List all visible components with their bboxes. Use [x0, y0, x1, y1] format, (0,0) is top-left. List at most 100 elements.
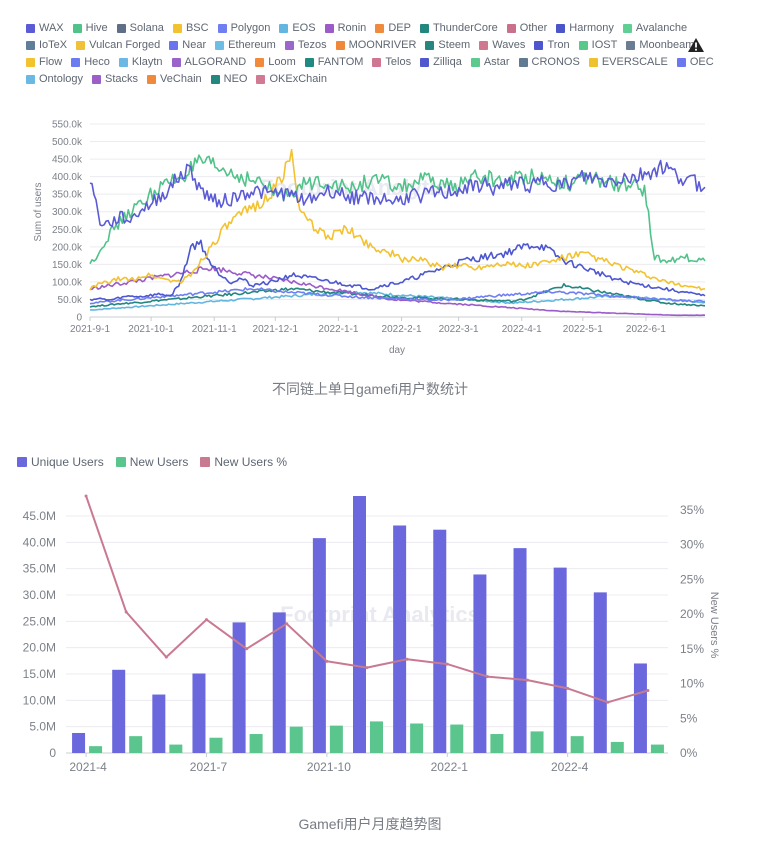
legend-item-hive[interactable]: Hive — [72, 21, 108, 35]
legend-item-wax[interactable]: WAX — [26, 21, 64, 35]
series-line-bsc[interactable] — [89, 148, 706, 291]
bar-new-users[interactable] — [610, 741, 624, 753]
legend-item-okexchain[interactable]: OKExChain — [256, 72, 327, 86]
bar-unique-users[interactable] — [72, 732, 86, 753]
bar-new-users[interactable] — [370, 721, 383, 753]
legend-item-ontology[interactable]: Ontology — [26, 72, 83, 86]
bar-new-users[interactable] — [490, 734, 504, 753]
legend-item-fantom[interactable]: FANTOM — [304, 55, 364, 69]
legend-item-heco[interactable]: Heco — [71, 55, 110, 69]
bar-unique-users[interactable] — [312, 538, 326, 753]
bar-new-users[interactable] — [530, 731, 544, 753]
bar-unique-users[interactable] — [393, 525, 407, 753]
legend-item-thundercore[interactable]: ThunderCore — [419, 21, 498, 35]
legend-label: FANTOM — [317, 56, 364, 68]
bar-unique-users[interactable] — [272, 612, 286, 753]
line-point[interactable] — [526, 678, 530, 682]
series-line-wax[interactable] — [89, 159, 706, 227]
bar-new-users[interactable] — [249, 734, 263, 753]
series-line-tron[interactable] — [89, 239, 706, 302]
legend-item-ethereum[interactable]: Ethereum — [215, 38, 276, 52]
legend-item-zilliqa[interactable]: Zilliqa — [420, 55, 462, 69]
legend-item-oec[interactable]: OEC — [676, 55, 714, 69]
legend-item-moonbeam[interactable]: Moonbeam — [626, 38, 694, 52]
bar-unique-users[interactable] — [192, 673, 206, 753]
line-point[interactable] — [566, 686, 570, 690]
series-line-polygon[interactable] — [89, 287, 705, 305]
bar-unique-users[interactable] — [353, 496, 366, 753]
bar-new-users[interactable] — [570, 736, 584, 753]
legend-item-telos[interactable]: Telos — [372, 55, 411, 69]
bar-unique-users[interactable] — [593, 592, 607, 753]
line-point[interactable] — [285, 622, 289, 626]
legend-item-waves[interactable]: Waves — [479, 38, 525, 52]
legend-item-polygon[interactable]: Polygon — [217, 21, 270, 35]
legend-item-ronin[interactable]: Ronin — [324, 21, 366, 35]
legend-item-dep[interactable]: DEP — [375, 21, 411, 35]
bar-new-users[interactable] — [89, 746, 103, 753]
legend-item-cronos[interactable]: CRONOS — [518, 55, 580, 69]
bar-new-users[interactable] — [650, 744, 664, 753]
legend-item-flow[interactable]: Flow — [26, 55, 62, 69]
bar-new-users[interactable] — [129, 736, 143, 753]
legend-item-new-users[interactable]: New Users % — [200, 455, 287, 469]
line-point[interactable] — [325, 659, 329, 663]
bar-unique-users[interactable] — [473, 574, 487, 753]
legend-item-tron[interactable]: Tron — [534, 38, 570, 52]
legend-item-new-users[interactable]: New Users — [115, 455, 188, 469]
bar-new-users[interactable] — [289, 726, 303, 753]
line-point[interactable] — [365, 666, 369, 670]
bar-unique-users[interactable] — [633, 663, 647, 753]
legend-item-vulcan-forged[interactable]: Vulcan Forged — [76, 38, 160, 52]
legend-item-harmony[interactable]: Harmony — [556, 21, 614, 35]
legend-item-near[interactable]: Near — [169, 38, 206, 52]
legend-item-eos[interactable]: EOS — [279, 21, 316, 35]
line-point[interactable] — [84, 494, 88, 498]
legend-item-iotex[interactable]: IoTeX — [26, 38, 67, 52]
line-point[interactable] — [124, 610, 128, 614]
series-line-hive[interactable] — [89, 154, 706, 265]
line-point[interactable] — [405, 657, 409, 661]
bar-unique-users[interactable] — [152, 694, 166, 753]
bar-new-users[interactable] — [209, 737, 223, 753]
line-point[interactable] — [164, 655, 168, 659]
legend-item-vechain[interactable]: VeChain — [147, 72, 202, 86]
line-point[interactable] — [485, 675, 489, 679]
chart2-watermark: Footprint Analytics — [280, 602, 480, 627]
series-line-thundercore[interactable] — [89, 283, 706, 308]
legend-item-algorand[interactable]: ALGORAND — [171, 55, 246, 69]
legend-item-neo[interactable]: NEO — [210, 72, 247, 86]
line-point[interactable] — [204, 618, 208, 622]
bar-unique-users[interactable] — [553, 567, 567, 753]
bar-unique-users[interactable] — [112, 669, 126, 753]
bar-unique-users[interactable] — [232, 622, 246, 753]
legend-item-klaytn[interactable]: Klaytn — [118, 55, 163, 69]
chart1-x-axis-label: day — [389, 345, 405, 356]
legend-item-bsc[interactable]: BSC — [172, 21, 209, 35]
bar-new-users[interactable] — [169, 744, 183, 753]
legend-item-everscale[interactable]: EVERSCALE — [588, 55, 668, 69]
line-point[interactable] — [445, 662, 449, 666]
warning-icon[interactable] — [687, 37, 705, 53]
bar-new-users[interactable] — [329, 725, 343, 753]
series-line-ronin[interactable] — [89, 265, 706, 317]
legend-item-astar[interactable]: Astar — [470, 55, 510, 69]
bar-unique-users[interactable] — [513, 548, 527, 753]
bar-new-users[interactable] — [450, 724, 464, 753]
line-point[interactable] — [606, 700, 610, 704]
bar-unique-users[interactable] — [433, 529, 447, 753]
legend-item-iost[interactable]: IOST — [578, 38, 617, 52]
legend-item-loom[interactable]: Loom — [255, 55, 296, 69]
legend-item-tezos[interactable]: Tezos — [284, 38, 327, 52]
legend-item-unique-users[interactable]: Unique Users — [17, 455, 104, 469]
legend-item-avalanche[interactable]: Avalanche — [622, 21, 687, 35]
legend-item-steem[interactable]: Steem — [425, 38, 470, 52]
bar-new-users[interactable] — [410, 723, 424, 753]
legend-item-moonriver[interactable]: MOONRIVER — [335, 38, 416, 52]
legend-item-other[interactable]: Other — [506, 21, 547, 35]
line-point[interactable] — [646, 688, 650, 692]
legend-item-solana[interactable]: Solana — [116, 21, 164, 35]
line-point[interactable] — [245, 647, 249, 651]
legend-item-stacks[interactable]: Stacks — [92, 72, 138, 86]
legend-swatch — [26, 57, 35, 67]
